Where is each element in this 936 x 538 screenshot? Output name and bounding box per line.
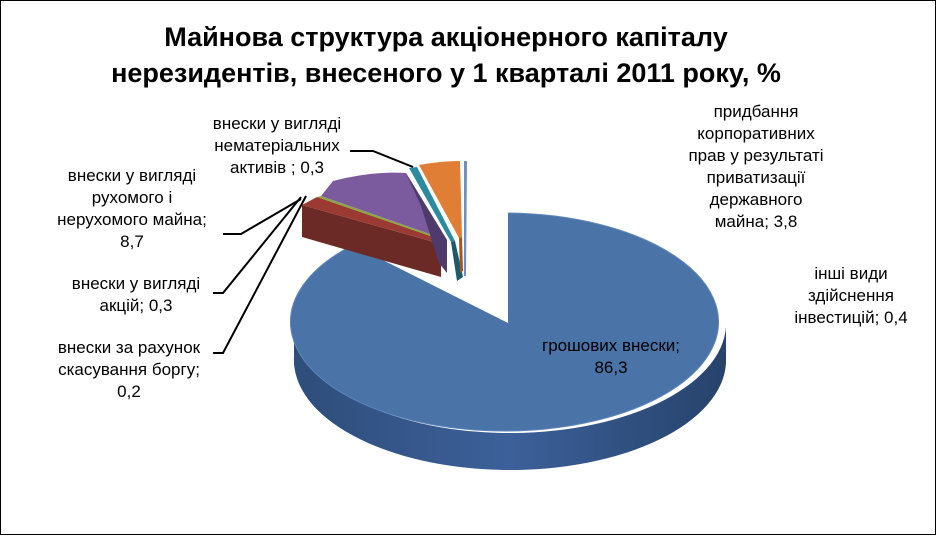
label-privatization-line-2: корпоративних <box>697 124 815 143</box>
leader-property <box>223 198 302 235</box>
slice-cash <box>290 213 719 431</box>
label-privatization-line-3: прав у результаті <box>688 146 824 165</box>
label-cash-line-2: 86,3 <box>594 358 628 377</box>
label-privatization-line-6: майна; 3,8 <box>714 212 798 231</box>
label-other: інші види здійснення інвестицій; 0,4 <box>781 263 921 329</box>
label-property-line-1: внески у вигляді <box>67 166 197 185</box>
label-intangible-line-1: внески у вигляді <box>212 114 342 133</box>
slice-privatization-side <box>459 237 463 273</box>
label-privatization-line-5: державного <box>709 190 803 209</box>
label-property-line-4: 8,7 <box>120 232 144 251</box>
slice-cash-top-edge <box>290 212 719 432</box>
label-intangible-line-2: нематеріальних <box>214 136 340 155</box>
label-debt-line-3: 0,2 <box>117 382 141 401</box>
slice-debt-top <box>302 197 445 244</box>
label-privatization: придбання корпоративних прав у результат… <box>661 101 851 233</box>
label-property-line-3: нерухомого майна; <box>57 210 207 229</box>
label-other-line-3: інвестицій; 0,4 <box>794 308 908 327</box>
slice-shares <box>317 196 447 241</box>
chart-title: Майнова структура акціонерного капіталу … <box>41 19 851 91</box>
slice-privatization <box>419 161 462 238</box>
slice-intangible <box>409 167 455 242</box>
label-cash-line-1: грошових внески; <box>542 336 680 355</box>
label-other-line-1: інші види <box>814 264 888 283</box>
chart-title-line-1: Майнова структура акціонерного капіталу <box>164 22 728 52</box>
label-other-line-2: здійснення <box>808 286 894 305</box>
slice-other <box>464 161 467 276</box>
slice-debt <box>302 205 441 277</box>
leader-shares <box>213 196 302 294</box>
label-cash: грошових внески; 86,3 <box>521 335 701 379</box>
label-privatization-line-1: придбання <box>713 102 799 121</box>
slice-property-side <box>406 173 447 273</box>
leader-intangible <box>350 150 414 168</box>
label-debt-line-1: внески за рахунок <box>57 338 201 357</box>
label-intangible-line-3: активів ; 0,3 <box>229 158 324 177</box>
leader-debt <box>213 195 307 354</box>
label-shares-line-1: внески у вигляді <box>71 274 201 293</box>
label-shares: внески у вигляді акцій; 0,3 <box>51 273 221 317</box>
label-shares-line-2: акцій; 0,3 <box>99 296 173 315</box>
label-intangible: внески у вигляді нематеріальних активів … <box>197 113 357 179</box>
chart-title-line-2: нерезидентів, внесеного у 1 кварталі 201… <box>111 58 781 88</box>
slice-side-cash <box>293 319 726 471</box>
label-privatization-line-4: приватизації <box>706 168 806 187</box>
label-debt: внески за рахунок скасування боргу; 0,2 <box>39 337 219 403</box>
label-property-line-2: рухомого і <box>91 188 173 207</box>
label-debt-line-2: скасування боргу; <box>58 360 200 379</box>
label-property: внески у вигляді рухомого і нерухомого м… <box>37 165 227 253</box>
